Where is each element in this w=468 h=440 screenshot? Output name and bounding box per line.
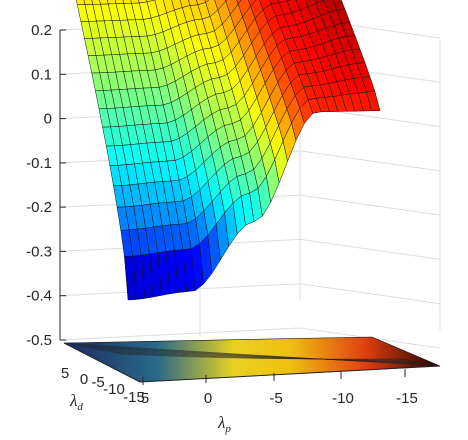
z-tick-label: -0.2 (26, 199, 52, 216)
x-tick-label: -5 (269, 390, 282, 407)
contour-line (119, 353, 403, 360)
z-tick-label: -0.5 (26, 332, 52, 349)
contour-line (115, 353, 406, 360)
contour-line (89, 347, 423, 363)
y-axis-line (63, 342, 141, 383)
y-tick-label: 0 (80, 371, 88, 388)
grid-line-horizontal (59, 238, 441, 260)
y-tick-label: -5 (91, 374, 104, 391)
grid-line-horizontal (59, 327, 441, 349)
z-tick-label: -0.1 (26, 155, 52, 172)
z-tick-label: -0.3 (26, 243, 52, 260)
x-axis-line (139, 365, 441, 383)
x-tick-label: -15 (396, 390, 418, 407)
surface-mesh (75, 0, 381, 301)
y-tick-label: -10 (103, 381, 125, 398)
contour-line (111, 352, 409, 360)
contour-line (93, 348, 421, 363)
surface-facet (366, 91, 381, 112)
z-axis: 0.2 0.1 0 -0.1 -0.2 -0.3 -0.4 -0.5 (26, 22, 66, 349)
x-tick-label: 5 (141, 390, 149, 407)
z-tick-label: 0 (44, 111, 52, 128)
contour-line (81, 346, 429, 364)
x-tick-label: 0 (204, 390, 212, 407)
y-tick-label: 5 (61, 365, 69, 382)
x-axis-label: λp (217, 413, 231, 435)
y-axis: 5 0 -5-10-15 (61, 342, 145, 406)
surface-facet (75, 0, 86, 6)
grid-line-horizontal (59, 283, 441, 305)
z-tick-label: 0.1 (31, 66, 52, 83)
surface-facet (236, 0, 242, 5)
x-tick-label: -10 (332, 390, 354, 407)
floor-contour (63, 336, 441, 383)
contour-line (102, 350, 415, 362)
z-tick-label: -0.4 (26, 288, 52, 305)
z-tick-label: 0.2 (31, 22, 52, 39)
x-axis: 5 0 -5 -10 -15 (139, 365, 441, 407)
y-tick-label: -15 (123, 389, 145, 406)
y-axis-label: λd (69, 391, 83, 413)
